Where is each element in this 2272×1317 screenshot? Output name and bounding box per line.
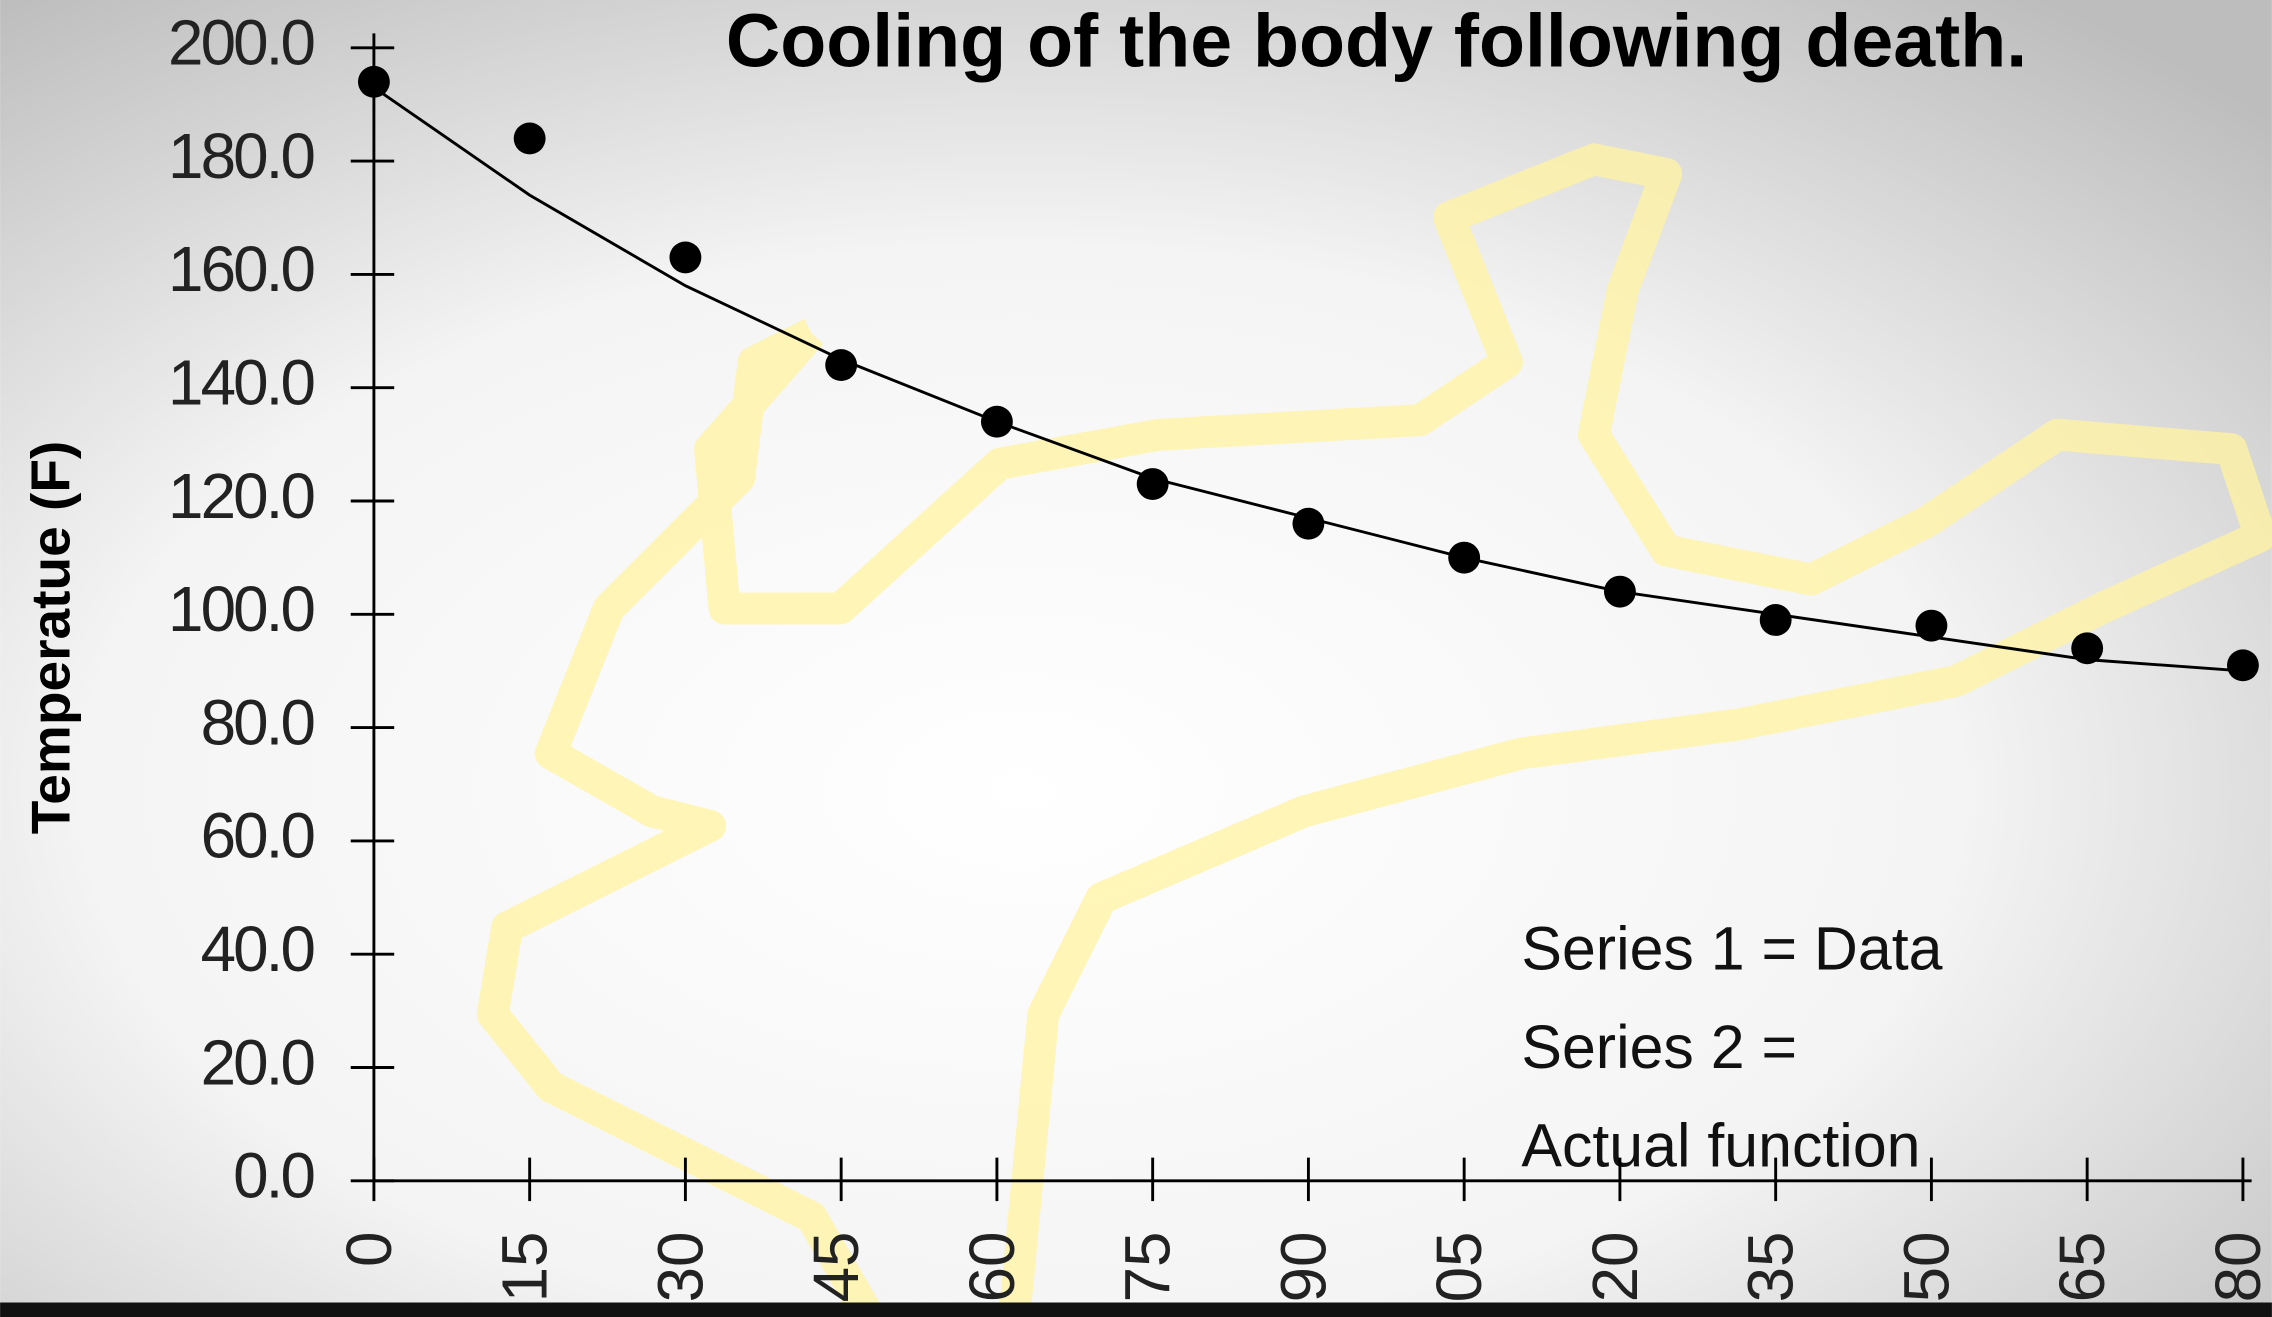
- background: [0, 0, 2272, 1317]
- data-point: [1292, 508, 1324, 540]
- y-tick-label: 60.0: [201, 800, 314, 872]
- x-tick-label: 15: [489, 1232, 561, 1303]
- bottom-bar: [0, 1303, 2272, 1317]
- y-tick-label: 40.0: [201, 913, 314, 985]
- y-tick-label: 120.0: [168, 460, 313, 532]
- y-tick-label: 0.0: [233, 1140, 313, 1212]
- x-tick-label: 20: [1579, 1232, 1651, 1303]
- x-tick-label: 90: [1267, 1232, 1339, 1303]
- page: Cooling of the body following death. Tem…: [0, 0, 2272, 1317]
- y-tick-label: 180.0: [168, 120, 313, 192]
- annotation: Series 2 =: [1521, 1013, 1797, 1081]
- y-tick-label: 140.0: [168, 347, 313, 419]
- x-tick-label: 75: [1112, 1232, 1184, 1303]
- data-point: [669, 241, 701, 273]
- data-point: [514, 123, 546, 155]
- y-tick-label: 160.0: [168, 233, 313, 305]
- x-tick-label: 50: [1890, 1232, 1962, 1303]
- y-tick-label: 80.0: [201, 686, 314, 758]
- annotation: Actual function: [1521, 1111, 1920, 1179]
- annotation: Series 1 = Data: [1521, 914, 1942, 982]
- y-tick-label: 200.0: [168, 7, 313, 79]
- x-tick-label: 45: [800, 1232, 872, 1303]
- y-tick-label: 100.0: [168, 573, 313, 645]
- data-point: [1760, 604, 1792, 636]
- y-tick-label: 20.0: [201, 1026, 314, 1098]
- x-tick-label: 35: [1735, 1232, 1807, 1303]
- x-tick-label: 60: [956, 1232, 1028, 1303]
- data-point: [358, 66, 390, 98]
- x-tick-label: 65: [2046, 1232, 2118, 1303]
- chart-title: Cooling of the body following death.: [726, 0, 2027, 82]
- x-tick-label: 05: [1423, 1232, 1495, 1303]
- y-axis-label: Temperatue (F): [20, 441, 82, 835]
- data-point: [2227, 649, 2259, 681]
- x-tick-label: 30: [644, 1232, 716, 1303]
- x-tick-label: 80: [2202, 1232, 2272, 1303]
- chart: Cooling of the body following death. Tem…: [0, 0, 2272, 1317]
- x-tick-label: 0: [333, 1232, 405, 1267]
